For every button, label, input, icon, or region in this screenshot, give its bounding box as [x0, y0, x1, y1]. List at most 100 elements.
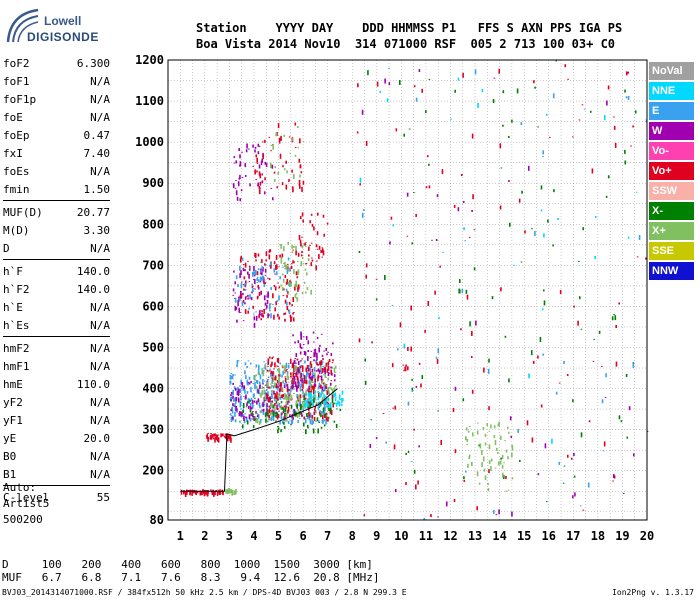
legend-item: Vo- [649, 142, 694, 160]
data-point-e [279, 420, 281, 425]
data-point-e [261, 379, 264, 385]
data-point-vo [286, 306, 289, 311]
data-point-w [264, 308, 267, 310]
data-point-e [322, 365, 325, 367]
data-point-e [318, 382, 321, 388]
data-point-vo [309, 220, 312, 224]
data-point-x [479, 443, 482, 449]
data-point-vo [293, 367, 295, 373]
data-point-x [552, 244, 554, 247]
data-point-e [321, 390, 323, 395]
data-point-e [317, 386, 320, 390]
data-point-vo [308, 254, 310, 257]
data-point-e [283, 397, 285, 400]
data-point-vo [272, 356, 275, 358]
data-point-vo [216, 491, 219, 496]
data-point-vo [303, 378, 306, 384]
param-value: 6.300 [76, 56, 110, 70]
data-point-w [264, 268, 267, 273]
data-point-e [289, 281, 291, 286]
y-tick-label: 600 [142, 299, 164, 313]
data-point-vo [320, 249, 322, 253]
data-point-vo [268, 408, 271, 413]
data-point-e [461, 288, 464, 293]
data-point-e [257, 279, 260, 283]
data-point-vo [615, 325, 618, 329]
data-point-vo [268, 415, 271, 421]
data-point-e [246, 419, 248, 421]
data-point-vo [531, 437, 534, 443]
data-point-vo [356, 131, 359, 134]
data-point-vo [224, 433, 227, 435]
data-point-e [492, 509, 495, 514]
data-point-w [544, 443, 547, 449]
data-point-x [476, 422, 479, 424]
data-point-x [288, 419, 291, 421]
data-point-w [239, 198, 242, 202]
data-point-w [239, 311, 241, 313]
data-point-e [285, 288, 288, 292]
data-point-w [230, 399, 232, 402]
data-point-e [256, 282, 259, 284]
data-point-nne [438, 317, 440, 320]
data-point-e [243, 284, 246, 287]
data-point-w [232, 288, 235, 292]
data-point-w [238, 307, 241, 313]
data-point-nne [463, 227, 465, 231]
data-point-vo [221, 433, 224, 435]
data-point-vo [301, 414, 303, 416]
data-point-vo [276, 391, 278, 396]
data-point-vo [288, 301, 291, 305]
data-point-w [236, 391, 239, 396]
data-point-e [251, 271, 254, 277]
data-point-vo [247, 297, 249, 300]
data-point-x [555, 60, 558, 62]
data-point-e [298, 381, 301, 387]
data-point-nne [392, 224, 395, 227]
data-point-e [266, 393, 269, 395]
data-point-e [240, 395, 242, 401]
data-point-x [505, 490, 507, 492]
data-point-vo [320, 360, 322, 366]
data-point-vo [267, 358, 270, 363]
data-point-vo [211, 491, 214, 495]
data-point-e [252, 383, 254, 385]
data-point-x [302, 422, 305, 427]
data-point-vo [284, 376, 287, 378]
data-point-e [233, 398, 235, 402]
data-point-w [302, 343, 305, 345]
param-value: N/A [90, 341, 110, 355]
data-point-vo [332, 359, 334, 362]
data-point-vo [293, 311, 295, 313]
data-point-w [294, 341, 296, 344]
data-point-w [244, 269, 246, 272]
data-point-x [484, 433, 487, 437]
data-point-x [328, 391, 331, 396]
data-point-x [263, 401, 266, 404]
data-point-x [277, 426, 279, 428]
data-point-vo [256, 157, 258, 163]
data-point-x [620, 420, 623, 423]
data-point-x [246, 420, 249, 425]
data-point-vo [291, 363, 294, 369]
data-point-nne [305, 393, 307, 397]
data-point-e [312, 374, 315, 379]
data-point-e [288, 309, 291, 314]
data-point-vo [212, 437, 215, 440]
data-point-x [312, 396, 314, 399]
data-point-e [290, 419, 293, 425]
data-point-w [244, 302, 246, 305]
data-point-vo [247, 260, 249, 262]
data-point-x [225, 489, 227, 494]
data-point-w [263, 191, 266, 195]
data-point-w [241, 382, 243, 385]
data-point-vo [215, 434, 217, 436]
data-point-e [252, 287, 254, 292]
data-point-w [612, 474, 615, 479]
param-name: fmin [3, 182, 30, 196]
data-point-vo [259, 174, 262, 179]
data-point-vo [276, 395, 278, 400]
data-point-x [265, 384, 267, 386]
data-point-w [307, 368, 310, 372]
data-point-e [258, 373, 261, 376]
